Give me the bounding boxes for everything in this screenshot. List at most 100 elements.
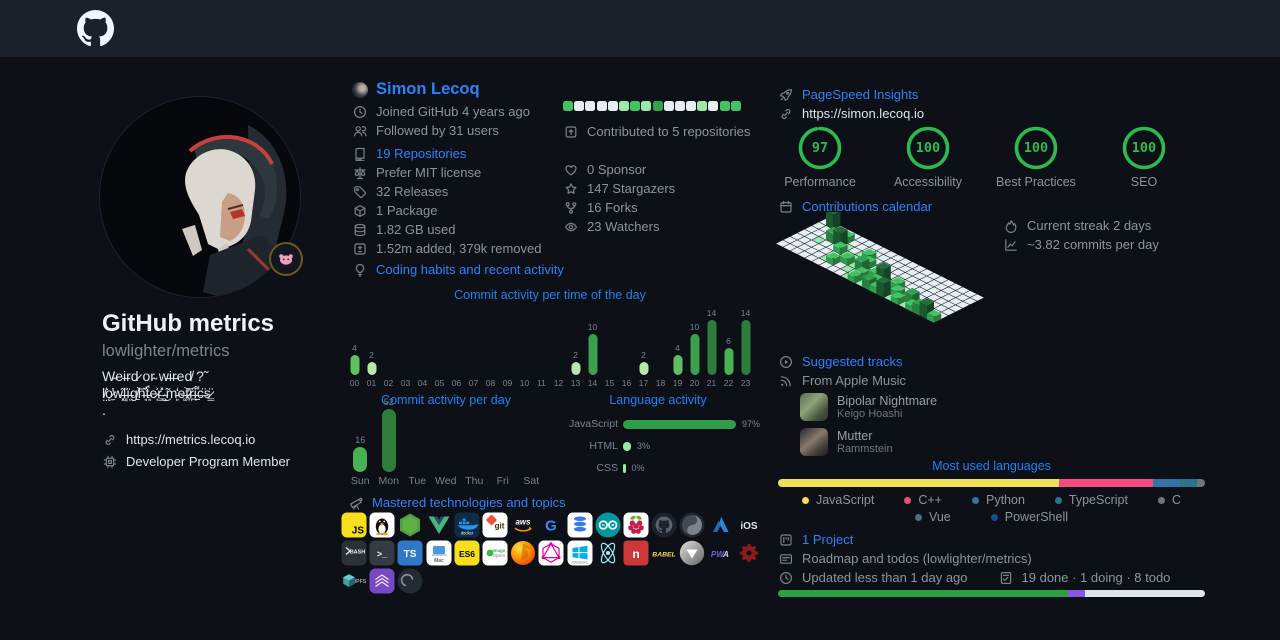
hour-axis-label: 18 bbox=[655, 378, 666, 388]
svg-text:BASH: BASH bbox=[350, 550, 366, 556]
bar-value-label: 10 bbox=[587, 322, 598, 332]
contribution-square bbox=[663, 101, 674, 111]
days-chart: 16 Sun 52 Mon Tue Wed Thu Fri Sat bbox=[346, 397, 546, 487]
hour-bar bbox=[571, 362, 580, 375]
tech-raspberrypi-icon bbox=[623, 512, 649, 538]
day-axis-label: Thu bbox=[465, 475, 484, 487]
bar-value-label: 2 bbox=[369, 350, 374, 360]
legend-dot-icon bbox=[801, 496, 809, 504]
tech-section-header-label[interactable]: Mastered technologies and topics bbox=[372, 495, 566, 510]
repos-package-row: 1 Package bbox=[352, 201, 542, 220]
pagespeed-url-link-label[interactable]: https://simon.lecoq.io bbox=[802, 106, 925, 121]
svg-text:docker: docker bbox=[460, 531, 473, 536]
legend-dot-icon bbox=[1054, 496, 1062, 504]
hour-slot-07: 07 bbox=[465, 306, 482, 388]
pagespeed-header[interactable]: PageSpeed Insights bbox=[778, 85, 918, 104]
svg-text:G: G bbox=[545, 518, 557, 535]
contributions-calendar-header[interactable]: Contributions calendar bbox=[778, 197, 932, 216]
hour-slot-22: 6 22 bbox=[720, 306, 737, 388]
score-value: 100 bbox=[1131, 140, 1157, 156]
community-eye-row-label: 23 Watchers bbox=[587, 219, 660, 234]
suggested-tracks-header-label[interactable]: Suggested tracks bbox=[802, 354, 903, 369]
repos-repo-row-label[interactable]: 19 Repositories bbox=[376, 146, 467, 161]
play-icon bbox=[778, 355, 794, 369]
bulb-icon bbox=[352, 263, 368, 277]
hour-slot-11: 11 bbox=[533, 306, 550, 388]
profile-website-link-label[interactable]: https://metrics.lecoq.io bbox=[126, 432, 256, 447]
profile-name-link[interactable]: Simon Lecoq bbox=[376, 80, 480, 98]
day-slot-Fri: Fri bbox=[489, 409, 518, 487]
lang-segment-c bbox=[1196, 479, 1205, 487]
tech-graphql-icon bbox=[538, 540, 564, 566]
svg-text:aws: aws bbox=[516, 518, 532, 527]
legend-dot-icon bbox=[904, 496, 912, 504]
tech-npm-icon: n bbox=[623, 540, 649, 566]
pagespeed-header-label[interactable]: PageSpeed Insights bbox=[802, 87, 919, 102]
profile-website-link[interactable]: https://metrics.lecoq.io bbox=[102, 430, 255, 449]
hour-slot-19: 4 19 bbox=[669, 306, 686, 388]
tech-section-header[interactable]: Mastered technologies and topics bbox=[348, 493, 566, 512]
suggested-tracks-header[interactable]: Suggested tracks bbox=[778, 352, 902, 371]
most-used-languages-block: Most used languages JavaScript C++ Pytho… bbox=[778, 459, 1205, 524]
commits-average-row-label: ~3.82 commits per day bbox=[1027, 237, 1159, 252]
tech-terminal-icon: >_ bbox=[369, 540, 395, 566]
tech-google-icon: G bbox=[545, 518, 557, 535]
language-name: CSS bbox=[596, 462, 618, 474]
contribution-square bbox=[708, 101, 719, 111]
pagespeed-score-performance: 97 Performance bbox=[770, 124, 870, 189]
project-counts-row-label: 19 done · 1 doing · 8 todo bbox=[1021, 570, 1171, 585]
community-heart-row-label: 0 Sponsor bbox=[587, 162, 647, 177]
github-logo-icon[interactable] bbox=[77, 10, 114, 47]
contributions-calendar-header-label[interactable]: Contributions calendar bbox=[802, 199, 933, 214]
contribution-square bbox=[697, 101, 708, 111]
languages-legend-row2: Vue PowerShell bbox=[778, 510, 1205, 524]
contributed-repos-row: Contributed to 5 repositories bbox=[563, 122, 750, 141]
hour-axis-label: 05 bbox=[434, 378, 445, 388]
language-name: JavaScript bbox=[568, 418, 618, 430]
hour-slot-18: 18 bbox=[652, 306, 669, 388]
tech-deno-icon bbox=[397, 568, 423, 594]
tech-database-icon bbox=[567, 512, 592, 538]
hour-slot-13: 2 13 bbox=[567, 306, 584, 388]
hour-slot-15: 15 bbox=[601, 306, 618, 388]
project-header-label[interactable]: 1 Project bbox=[802, 532, 854, 547]
bar-value-label: 2 bbox=[573, 350, 578, 360]
tech-azure-icon bbox=[713, 516, 729, 532]
coding-habits-header[interactable]: Coding habits and recent activity bbox=[352, 260, 564, 279]
svg-text:Optim: Optim bbox=[492, 553, 505, 558]
legend-item: C bbox=[1157, 493, 1181, 507]
profile-people-row-label: Followed by 31 users bbox=[376, 123, 499, 138]
tech-vuejs-icon bbox=[428, 516, 450, 534]
language-bar bbox=[623, 419, 736, 429]
repos-repo-row[interactable]: 19 Repositories bbox=[352, 144, 542, 163]
day-slot-Mon: 52 Mon bbox=[375, 397, 404, 487]
hour-axis-label: 10 bbox=[519, 378, 530, 388]
page-title: GitHub metrics bbox=[102, 310, 275, 337]
legend-item: Python bbox=[971, 493, 1025, 507]
profile-clock-row: Joined GitHub 4 years ago bbox=[352, 102, 530, 121]
hour-axis-label: 22 bbox=[723, 378, 734, 388]
tech-windows-icon: Windows bbox=[567, 540, 592, 566]
legend-label: Vue bbox=[928, 510, 951, 524]
tech-github-icon bbox=[651, 512, 677, 538]
link-icon bbox=[778, 107, 794, 121]
day-axis-label: Sat bbox=[523, 475, 540, 487]
repos-database-row: 1.82 GB used bbox=[352, 220, 542, 239]
tech-grid-row: IPFS bbox=[341, 568, 762, 594]
language-activity-block: Language activity JavaScript 97% HTML 3%… bbox=[556, 393, 760, 474]
svg-text:BABEL: BABEL bbox=[652, 552, 675, 559]
project-updated-row-label: Updated less than 1 day ago bbox=[802, 570, 968, 585]
language-pct: 3% bbox=[637, 441, 651, 451]
project-header[interactable]: 1 Project bbox=[778, 530, 1205, 549]
repos-law-row-label: Prefer MIT license bbox=[376, 165, 482, 180]
pagespeed-url-link[interactable]: https://simon.lecoq.io bbox=[778, 104, 924, 123]
heart-icon bbox=[563, 163, 579, 177]
link-icon bbox=[102, 433, 118, 447]
repos-diff-row-label: 1.52m added, 379k removed bbox=[376, 241, 542, 256]
hours-chart: 4 00 2 01 02 03 04 05 06 07 08 09 10 11 12 2 13 10 14 1… bbox=[346, 306, 754, 388]
bar-value-label: 6 bbox=[726, 336, 731, 346]
day-bar bbox=[381, 409, 396, 472]
coding-habits-header-label[interactable]: Coding habits and recent activity bbox=[376, 262, 564, 277]
developer-program-badge: Developer Program Member bbox=[102, 452, 290, 471]
